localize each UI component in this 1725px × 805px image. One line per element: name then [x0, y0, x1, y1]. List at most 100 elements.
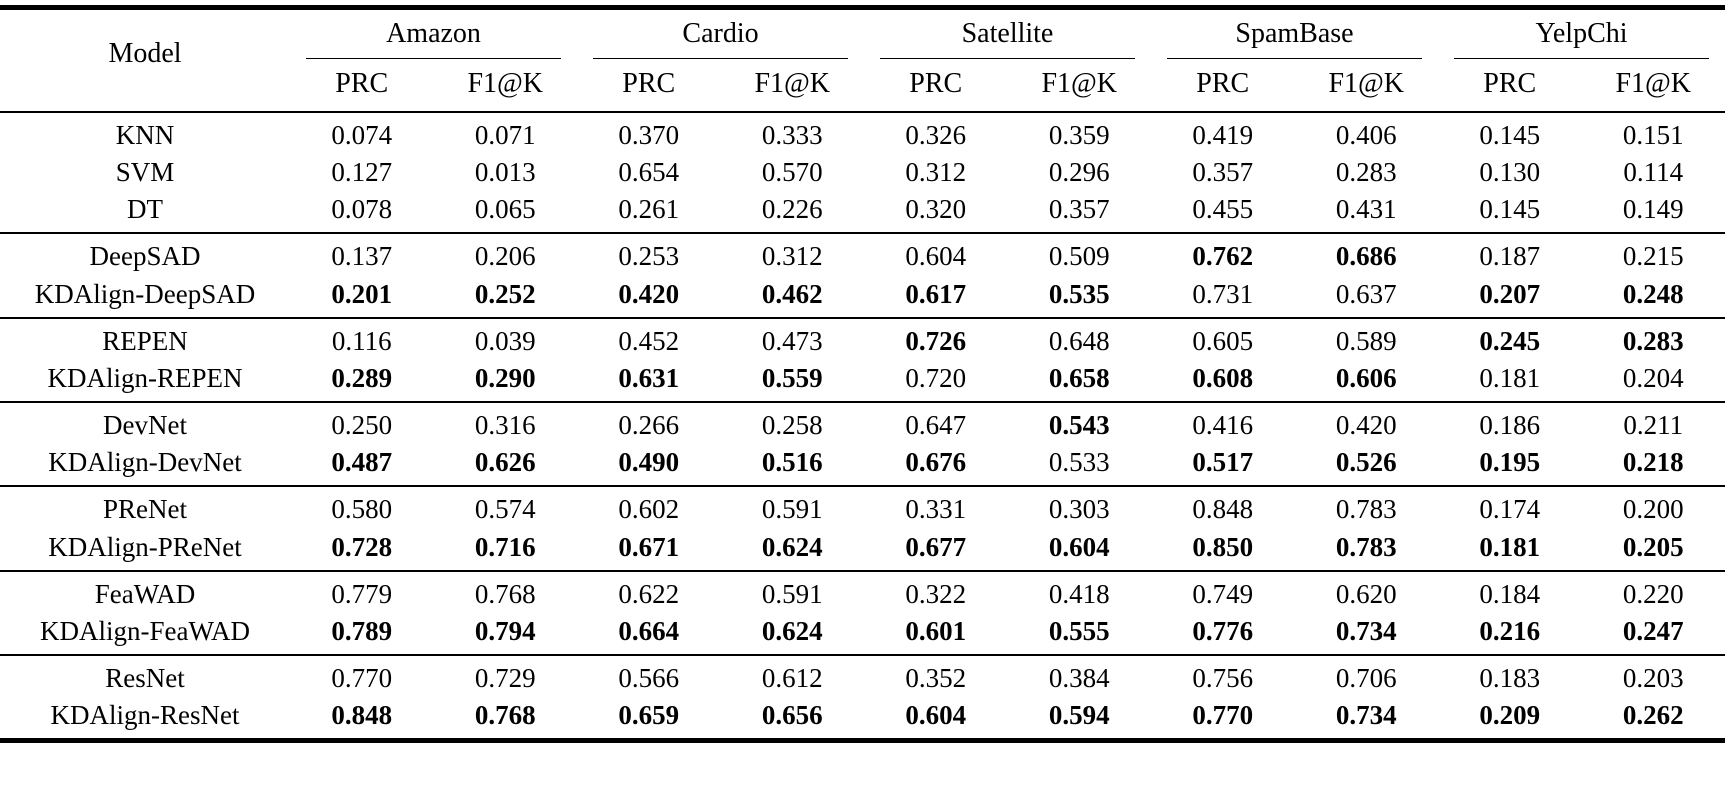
value-cell: 0.850	[1151, 529, 1295, 571]
value-cell: 0.312	[721, 233, 865, 275]
value-cell: 0.420	[1295, 402, 1439, 444]
value-cell: 0.416	[1151, 402, 1295, 444]
value-cell: 0.612	[721, 655, 865, 697]
value-cell: 0.728	[290, 529, 434, 571]
value-cell: 0.262	[1582, 697, 1725, 741]
value-cell: 0.559	[721, 360, 865, 402]
value-cell: 0.130	[1438, 154, 1582, 191]
value-cell: 0.734	[1295, 697, 1439, 741]
value-cell: 0.602	[577, 486, 721, 528]
value-cell: 0.247	[1582, 613, 1725, 655]
value-cell: 0.420	[577, 276, 721, 318]
model-name-cell: ResNet	[0, 655, 290, 697]
metric-header-satellite-f1k: F1@K	[1008, 59, 1152, 112]
value-cell: 0.574	[434, 486, 578, 528]
value-cell: 0.654	[577, 154, 721, 191]
model-name-cell: REPEN	[0, 318, 290, 360]
value-cell: 0.656	[721, 697, 865, 741]
dataset-header-row: Model Amazon Cardio Satellite SpamBase Y…	[0, 8, 1725, 60]
model-column-header: Model	[0, 8, 290, 113]
value-cell: 0.248	[1582, 276, 1725, 318]
metric-header-cardio-prc: PRC	[577, 59, 721, 112]
model-name-cell: SVM	[0, 154, 290, 191]
model-name-cell: DevNet	[0, 402, 290, 444]
value-cell: 0.473	[721, 318, 865, 360]
value-cell: 0.331	[864, 486, 1008, 528]
value-cell: 0.659	[577, 697, 721, 741]
model-name-cell: PReNet	[0, 486, 290, 528]
value-cell: 0.431	[1295, 191, 1439, 233]
model-name-cell: KDAlign-FeaWAD	[0, 613, 290, 655]
value-cell: 0.253	[577, 233, 721, 275]
value-cell: 0.526	[1295, 444, 1439, 486]
model-name-cell: KDAlign-ResNet	[0, 697, 290, 741]
value-cell: 0.149	[1582, 191, 1725, 233]
value-cell: 0.589	[1295, 318, 1439, 360]
value-cell: 0.543	[1008, 402, 1152, 444]
value-cell: 0.487	[290, 444, 434, 486]
value-cell: 0.605	[1151, 318, 1295, 360]
value-cell: 0.631	[577, 360, 721, 402]
value-cell: 0.676	[864, 444, 1008, 486]
value-cell: 0.013	[434, 154, 578, 191]
value-cell: 0.316	[434, 402, 578, 444]
value-cell: 0.490	[577, 444, 721, 486]
value-cell: 0.206	[434, 233, 578, 275]
value-cell: 0.617	[864, 276, 1008, 318]
value-cell: 0.290	[434, 360, 578, 402]
value-cell: 0.677	[864, 529, 1008, 571]
value-cell: 0.216	[1438, 613, 1582, 655]
value-cell: 0.359	[1008, 112, 1152, 154]
value-cell: 0.768	[434, 571, 578, 613]
dataset-label: Amazon	[306, 18, 561, 59]
value-cell: 0.648	[1008, 318, 1152, 360]
metric-header-yelpchi-f1k: F1@K	[1582, 59, 1725, 112]
value-cell: 0.266	[577, 402, 721, 444]
value-cell: 0.151	[1582, 112, 1725, 154]
value-cell: 0.352	[864, 655, 1008, 697]
value-cell: 0.211	[1582, 402, 1725, 444]
value-cell: 0.320	[864, 191, 1008, 233]
value-cell: 0.127	[290, 154, 434, 191]
value-cell: 0.647	[864, 402, 1008, 444]
value-cell: 0.749	[1151, 571, 1295, 613]
value-cell: 0.245	[1438, 318, 1582, 360]
metric-header-cardio-f1k: F1@K	[721, 59, 865, 112]
value-cell: 0.074	[290, 112, 434, 154]
value-cell: 0.637	[1295, 276, 1439, 318]
model-name-cell: KDAlign-DeepSAD	[0, 276, 290, 318]
value-cell: 0.183	[1438, 655, 1582, 697]
value-cell: 0.591	[721, 486, 865, 528]
metric-header-satellite-prc: PRC	[864, 59, 1008, 112]
value-cell: 0.384	[1008, 655, 1152, 697]
value-cell: 0.370	[577, 112, 721, 154]
value-cell: 0.624	[721, 529, 865, 571]
value-cell: 0.283	[1582, 318, 1725, 360]
model-name-cell: KDAlign-DevNet	[0, 444, 290, 486]
value-cell: 0.322	[864, 571, 1008, 613]
value-cell: 0.181	[1438, 360, 1582, 402]
value-cell: 0.418	[1008, 571, 1152, 613]
value-cell: 0.250	[290, 402, 434, 444]
value-cell: 0.283	[1295, 154, 1439, 191]
model-name-cell: DT	[0, 191, 290, 233]
value-cell: 0.252	[434, 276, 578, 318]
value-cell: 0.184	[1438, 571, 1582, 613]
value-cell: 0.406	[1295, 112, 1439, 154]
value-cell: 0.779	[290, 571, 434, 613]
value-cell: 0.664	[577, 613, 721, 655]
dataset-label: SpamBase	[1167, 18, 1422, 59]
